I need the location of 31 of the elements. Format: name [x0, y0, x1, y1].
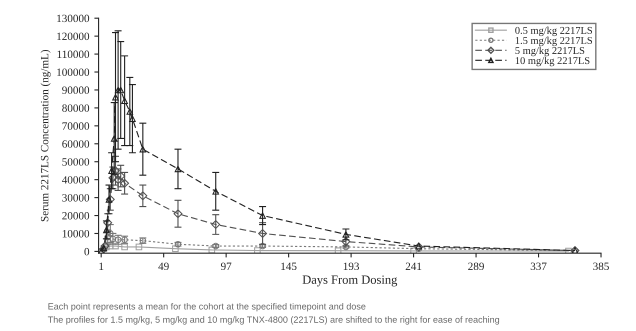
y-tick-label: 90000 [62, 86, 90, 94]
x-tick-label: 193 [344, 262, 359, 270]
x-tick-label: 337 [530, 262, 547, 270]
y-tick-label: 20000 [62, 212, 90, 220]
x-tick-label: 145 [281, 262, 297, 270]
y-tick-label: 50000 [62, 158, 90, 166]
y-tick-label: 40000 [62, 176, 90, 184]
legend-label: 5 mg/kg 2217LS [515, 46, 584, 56]
legend-label: 1.5 mg/kg 2217LS [516, 36, 592, 46]
text: The profiles for 1.5 mg/kg, 5 mg/kg and 10 mg/kg TNX-4800 (2217LS) are shifted to the right for ease of reaching [48, 316, 500, 325]
x-tick-label: 385 [593, 262, 609, 270]
x-tick-label: 241 [406, 262, 422, 270]
y-tick-label: 120000 [57, 32, 90, 40]
text: Each point represents a mean for the cohort at the specified timepoint and dose [48, 302, 366, 312]
y-tick-label: 110000 [58, 50, 90, 58]
x-tick-label: 97 [220, 262, 232, 270]
y-axis-title: Serum 2217LS Concentration (ng/mL) [40, 50, 51, 222]
x-tick-label: 1 [99, 262, 104, 270]
y-tick-label: 60000 [62, 140, 90, 148]
y-tick-label: 70000 [62, 122, 90, 130]
x-tick-label: 49 [158, 262, 169, 270]
y-tick-label: 80000 [62, 104, 90, 112]
x-axis-title: Days From Dosing [302, 275, 398, 286]
y-tick-label: 0 [84, 248, 90, 256]
legend-label: 10 mg/kg 2217LS [516, 56, 590, 66]
y-tick-label: 100000 [57, 68, 90, 76]
legend-label: 0.5 mg/kg 2217LS [515, 26, 592, 36]
y-tick-label: 10000 [62, 230, 90, 238]
x-tick-label: 289 [468, 262, 484, 270]
y-tick-label: 130000 [57, 14, 90, 22]
y-tick-label: 30000 [62, 194, 90, 202]
